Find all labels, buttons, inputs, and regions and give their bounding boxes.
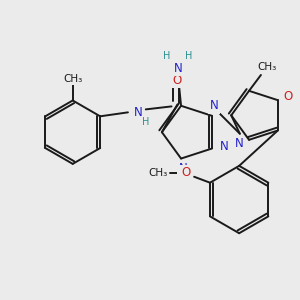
Text: H: H bbox=[142, 117, 149, 127]
Text: N: N bbox=[210, 100, 218, 112]
Text: O: O bbox=[283, 90, 292, 103]
Text: CH₃: CH₃ bbox=[63, 74, 82, 84]
Text: N: N bbox=[134, 106, 142, 119]
Text: H: H bbox=[163, 51, 170, 61]
Text: H: H bbox=[185, 51, 193, 61]
Text: O: O bbox=[173, 74, 182, 87]
Text: N: N bbox=[220, 140, 228, 153]
Text: O: O bbox=[182, 166, 191, 179]
Text: N: N bbox=[179, 162, 188, 175]
Text: N: N bbox=[174, 61, 182, 75]
Text: N: N bbox=[235, 137, 244, 150]
Text: CH₃: CH₃ bbox=[149, 168, 168, 178]
Text: CH₃: CH₃ bbox=[257, 62, 277, 72]
